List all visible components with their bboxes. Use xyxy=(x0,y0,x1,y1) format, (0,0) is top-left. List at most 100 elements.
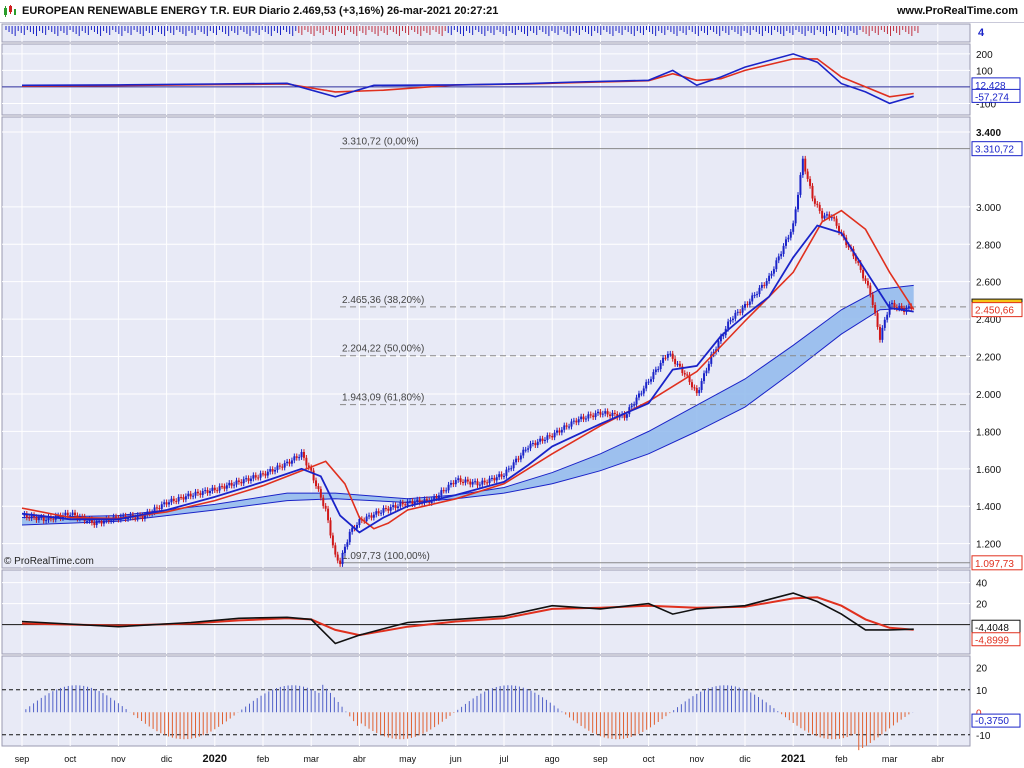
candle-body xyxy=(563,425,566,430)
chart-canvas[interactable]: sep oct nov dic 2020 feb mar abr may jun jul ago sep… xyxy=(0,22,1024,768)
candle-body xyxy=(175,500,178,502)
band-upper-line xyxy=(21,284,914,518)
candle-body xyxy=(881,327,884,340)
candle-body xyxy=(625,414,628,418)
candle-body xyxy=(206,490,209,494)
candle-body xyxy=(787,237,790,240)
x-tick-label: jun xyxy=(449,754,462,764)
price-label: 3.310,72 xyxy=(975,145,1014,156)
candle-body xyxy=(187,493,190,497)
candle-body xyxy=(635,397,638,405)
candle-body xyxy=(300,451,303,458)
x-tick-label: mar xyxy=(303,754,319,764)
candle-body xyxy=(442,490,445,492)
candle-body xyxy=(703,373,706,382)
candle-body xyxy=(744,304,746,308)
candle-body xyxy=(317,486,320,490)
value-label: -4,4048 xyxy=(975,623,1009,634)
y-tick-label: 2.200 xyxy=(976,353,1001,364)
candle-body xyxy=(69,515,72,517)
candle-body xyxy=(346,542,349,547)
candle-body xyxy=(662,357,665,363)
candle-body xyxy=(283,463,286,468)
lower-osc1-panel xyxy=(1,569,971,655)
candle-body xyxy=(114,516,117,518)
candle-body xyxy=(343,546,346,554)
candle-body xyxy=(184,496,187,500)
candle-body xyxy=(86,520,89,522)
candle-body xyxy=(907,306,910,309)
candle-body xyxy=(483,480,486,483)
candle-body xyxy=(818,204,821,211)
candle-body xyxy=(153,507,156,513)
candle-body xyxy=(505,469,508,476)
candle-body xyxy=(368,515,371,517)
candle-body xyxy=(201,491,204,495)
candle-body xyxy=(74,512,77,516)
candle-body xyxy=(570,421,573,427)
candle-body xyxy=(134,517,137,519)
y-tick-label: 1.200 xyxy=(976,540,1001,551)
candle-body xyxy=(558,430,561,433)
candle-body xyxy=(517,458,520,460)
candle-body xyxy=(37,517,40,521)
candle-body xyxy=(435,496,438,499)
candle-body xyxy=(365,516,368,522)
candle-body xyxy=(659,362,662,370)
value-label-box xyxy=(971,713,1021,728)
volume-panel xyxy=(1,23,971,43)
candle-body xyxy=(601,413,604,415)
y-tick-label: 10 xyxy=(976,686,988,697)
candle-body xyxy=(741,307,744,313)
candle-body xyxy=(42,516,45,521)
candle-body xyxy=(192,495,195,497)
candle-body xyxy=(30,515,33,519)
candle-body xyxy=(474,481,477,483)
candle-body xyxy=(387,508,390,511)
candle-body xyxy=(874,305,877,314)
candle-body xyxy=(355,525,358,529)
candle-body xyxy=(857,260,860,263)
candle-body xyxy=(155,507,158,509)
candle-body xyxy=(486,482,489,484)
y-tick-label: 20 xyxy=(976,663,988,674)
site-url[interactable]: www.ProRealTime.com xyxy=(896,5,1018,17)
candle-body xyxy=(821,210,824,219)
candle-body xyxy=(136,515,139,519)
candle-body xyxy=(45,520,48,522)
candle-body xyxy=(252,475,255,479)
candle-body xyxy=(498,474,501,478)
candle-body xyxy=(811,185,814,199)
candle-body xyxy=(392,505,395,508)
x-tick-label: abr xyxy=(353,754,366,764)
candle-body xyxy=(556,430,559,433)
candle-body xyxy=(630,405,633,408)
candle-body xyxy=(262,473,264,475)
candle-body xyxy=(177,497,180,502)
candle-body xyxy=(228,482,231,486)
candle-body xyxy=(780,253,783,257)
x-tick-label: oct xyxy=(643,754,656,764)
candle-body xyxy=(199,493,202,495)
candle-body xyxy=(825,214,828,216)
candle-body xyxy=(399,502,402,507)
candle-body xyxy=(596,411,599,414)
candle-body xyxy=(534,443,537,446)
candle-body xyxy=(293,456,296,461)
candle-body xyxy=(423,499,426,503)
candle-body xyxy=(813,198,816,204)
candle-body xyxy=(799,175,802,195)
candle-body xyxy=(298,457,301,459)
osc1-red-line xyxy=(21,596,914,637)
candle-body xyxy=(837,225,840,233)
candle-body xyxy=(539,438,542,442)
candle-body xyxy=(657,369,660,371)
candle-body xyxy=(700,381,703,390)
lower-osc2-panel xyxy=(1,655,971,747)
candle-body xyxy=(640,393,643,395)
candle-body xyxy=(553,432,556,438)
candle-body xyxy=(481,480,484,485)
candle-body xyxy=(462,481,465,483)
candle-body xyxy=(35,517,38,521)
candle-body xyxy=(235,480,238,485)
